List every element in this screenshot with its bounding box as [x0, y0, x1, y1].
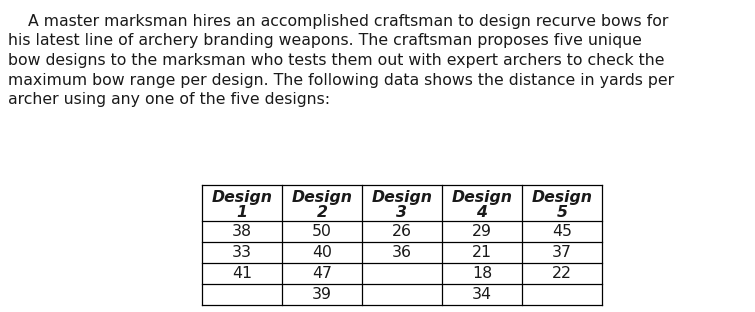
Text: 21: 21	[472, 245, 492, 260]
Text: Design: Design	[451, 190, 513, 205]
Text: 45: 45	[552, 224, 572, 239]
Text: 40: 40	[312, 245, 332, 260]
Text: 41: 41	[232, 266, 252, 281]
Text: 47: 47	[312, 266, 332, 281]
Text: 18: 18	[472, 266, 492, 281]
Text: 4: 4	[476, 205, 488, 220]
Text: 33: 33	[232, 245, 252, 260]
Text: archer using any one of the five designs:: archer using any one of the five designs…	[8, 92, 330, 107]
Text: 37: 37	[552, 245, 572, 260]
Text: maximum bow range per design. The following data shows the distance in yards per: maximum bow range per design. The follow…	[8, 72, 674, 87]
Text: 5: 5	[556, 205, 568, 220]
Text: 36: 36	[392, 245, 412, 260]
Text: 39: 39	[312, 287, 332, 302]
Text: 22: 22	[552, 266, 572, 281]
Text: Design: Design	[211, 190, 273, 205]
Text: Design: Design	[532, 190, 593, 205]
Text: his latest line of archery branding weapons. The craftsman proposes five unique: his latest line of archery branding weap…	[8, 33, 642, 48]
Text: bow designs to the marksman who tests them out with expert archers to check the: bow designs to the marksman who tests th…	[8, 53, 664, 68]
Text: 3: 3	[396, 205, 408, 220]
Text: 26: 26	[392, 224, 412, 239]
Text: 29: 29	[472, 224, 492, 239]
Text: A master marksman hires an accomplished craftsman to design recurve bows for: A master marksman hires an accomplished …	[8, 14, 668, 29]
Text: Design: Design	[371, 190, 433, 205]
Text: Design: Design	[291, 190, 353, 205]
Text: 38: 38	[232, 224, 252, 239]
Text: 2: 2	[316, 205, 328, 220]
Text: 50: 50	[312, 224, 332, 239]
Text: 34: 34	[472, 287, 492, 302]
Text: 1: 1	[236, 205, 248, 220]
